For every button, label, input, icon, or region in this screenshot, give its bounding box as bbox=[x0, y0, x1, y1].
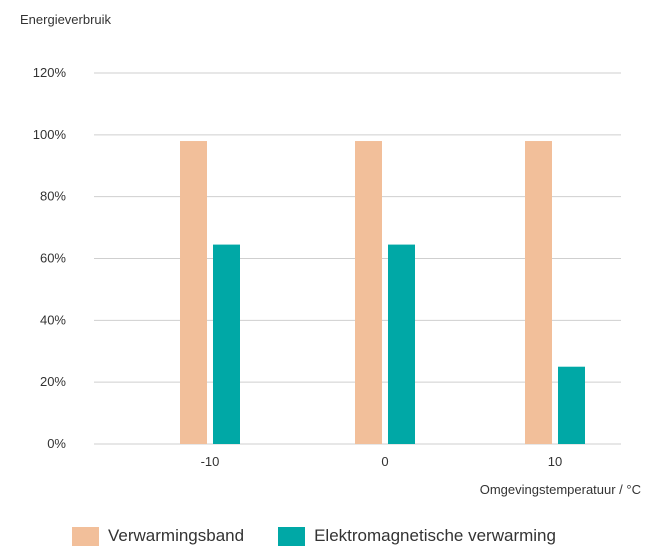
bar-elektromagnetisch-10 bbox=[558, 366, 585, 444]
y-tick-label: 20% bbox=[40, 374, 66, 389]
bar-verwarmingsband--10 bbox=[180, 141, 207, 444]
y-axis-title: Energieverbruik bbox=[20, 12, 112, 27]
x-axis-title: Omgevingstemperatuur / °C bbox=[479, 482, 641, 497]
legend: Verwarmingsband Elektromagnetische verwa… bbox=[72, 526, 590, 546]
y-tick-label: 0% bbox=[47, 436, 66, 451]
x-tick-label: 10 bbox=[548, 454, 562, 469]
x-tick-label: 0 bbox=[381, 454, 388, 469]
y-tick-label: 80% bbox=[40, 189, 66, 204]
y-tick-label: 100% bbox=[33, 127, 67, 142]
legend-swatch bbox=[278, 526, 306, 546]
bar-verwarmingsband-0 bbox=[355, 141, 382, 444]
legend-label: Verwarmingsband bbox=[108, 526, 245, 545]
legend-item-elektromagnetisch: Elektromagnetische verwarming bbox=[278, 526, 556, 546]
legend-label: Elektromagnetische verwarming bbox=[314, 526, 556, 545]
bar-elektromagnetisch--10 bbox=[213, 244, 240, 444]
y-tick-label: 40% bbox=[40, 312, 66, 327]
legend-item-verwarmingsband: Verwarmingsband bbox=[72, 526, 244, 546]
bar-elektromagnetisch-0 bbox=[388, 244, 415, 444]
legend-swatch bbox=[72, 526, 99, 546]
y-tick-label: 120% bbox=[33, 65, 67, 80]
x-tick-label: -10 bbox=[201, 454, 220, 469]
bar-verwarmingsband-10 bbox=[525, 141, 552, 444]
y-tick-label: 60% bbox=[40, 251, 66, 266]
